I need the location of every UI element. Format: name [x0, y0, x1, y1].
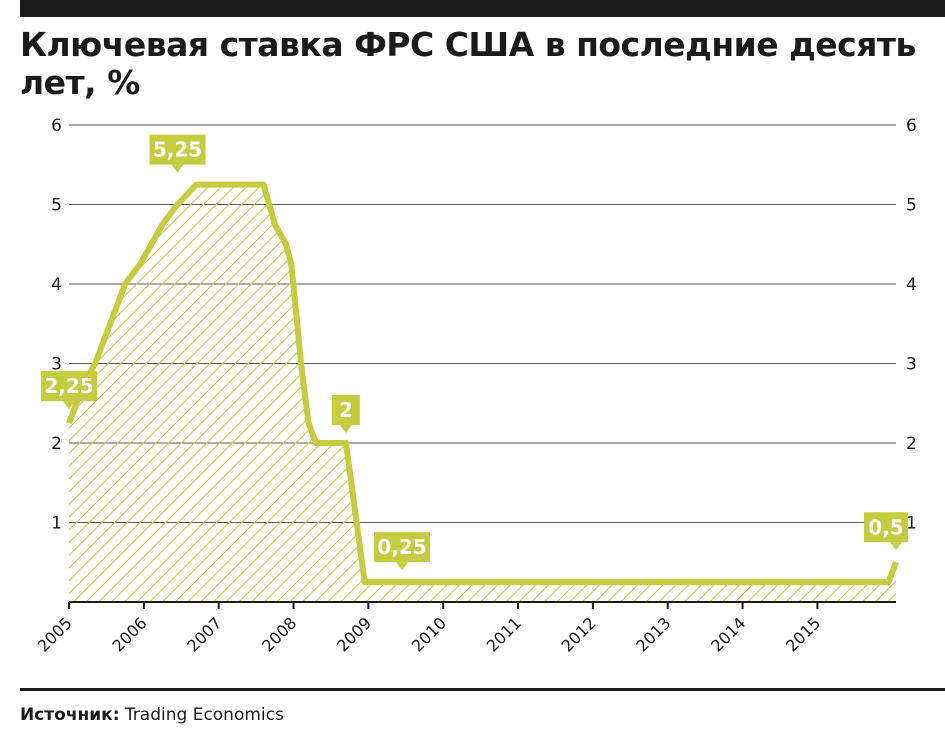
data-label-pointer [396, 562, 409, 571]
x-tick-label: 2013 [632, 613, 674, 655]
data-label: 0,5 [864, 512, 908, 551]
y-tick-label-left: 4 [51, 275, 62, 295]
y-tick-label-right: 2 [906, 434, 917, 454]
y-tick-label-left: 1 [51, 514, 62, 534]
data-label: 5,25 [149, 134, 206, 173]
y-tick-label-right: 5 [906, 196, 917, 216]
x-tick-label: 2008 [258, 613, 300, 655]
x-tick-label: 2006 [108, 613, 150, 655]
area-layer [66, 181, 899, 602]
source-note: Источник: Trading Economics [20, 705, 284, 725]
x-tick-label: 2010 [408, 613, 450, 655]
y-tick-label-right: 1 [906, 514, 917, 534]
y-tick-label-left: 3 [51, 355, 62, 375]
area-fill [69, 184, 896, 602]
data-label-text: 0,5 [868, 515, 903, 539]
data-labels: 2,25 5,25 2 0,25 0,5 [41, 134, 908, 571]
y-tick-label-right: 3 [906, 355, 917, 375]
data-label-box [331, 395, 360, 425]
y-tick-label-left: 5 [51, 196, 62, 216]
data-label-pointer [890, 542, 902, 551]
x-tick-label: 2009 [333, 613, 375, 655]
data-label-text: 2,25 [44, 374, 93, 398]
chart-title: Ключевая ставка ФРС США в последние деся… [20, 25, 916, 102]
data-label-box [149, 134, 206, 165]
x-tick-label: 2014 [707, 613, 749, 655]
data-label-pointer [171, 164, 184, 173]
top-bar [20, 0, 945, 17]
data-label-text: 5,25 [153, 138, 202, 162]
data-label-box [374, 532, 431, 563]
series-line [66, 181, 899, 586]
data-label-box [41, 371, 97, 402]
source-value: Trading Economics [124, 705, 284, 725]
x-tick-label: 2012 [557, 613, 599, 655]
source-label: Источник: [20, 705, 120, 725]
x-tick-label: 2015 [782, 613, 824, 655]
data-label-text: 0,25 [377, 535, 426, 559]
data-label: 0,25 [374, 532, 431, 571]
y-tick-label-left: 2 [51, 434, 62, 454]
y-tick-label-right: 4 [906, 275, 917, 295]
x-tick-label: 2011 [483, 613, 525, 655]
data-label: 2,25 [41, 371, 97, 410]
data-label-box [864, 512, 908, 543]
x-tick-label: 2007 [183, 613, 225, 655]
data-label-pointer [63, 401, 75, 410]
data-label-pointer [339, 425, 352, 433]
x-tick-label: 2005 [34, 613, 76, 655]
data-label: 2 [331, 395, 360, 433]
data-label-text: 2 [339, 398, 353, 422]
bottom-rule [20, 688, 945, 691]
y-tick-label-right: 6 [906, 116, 917, 136]
y-tick-label-left: 6 [51, 116, 62, 136]
